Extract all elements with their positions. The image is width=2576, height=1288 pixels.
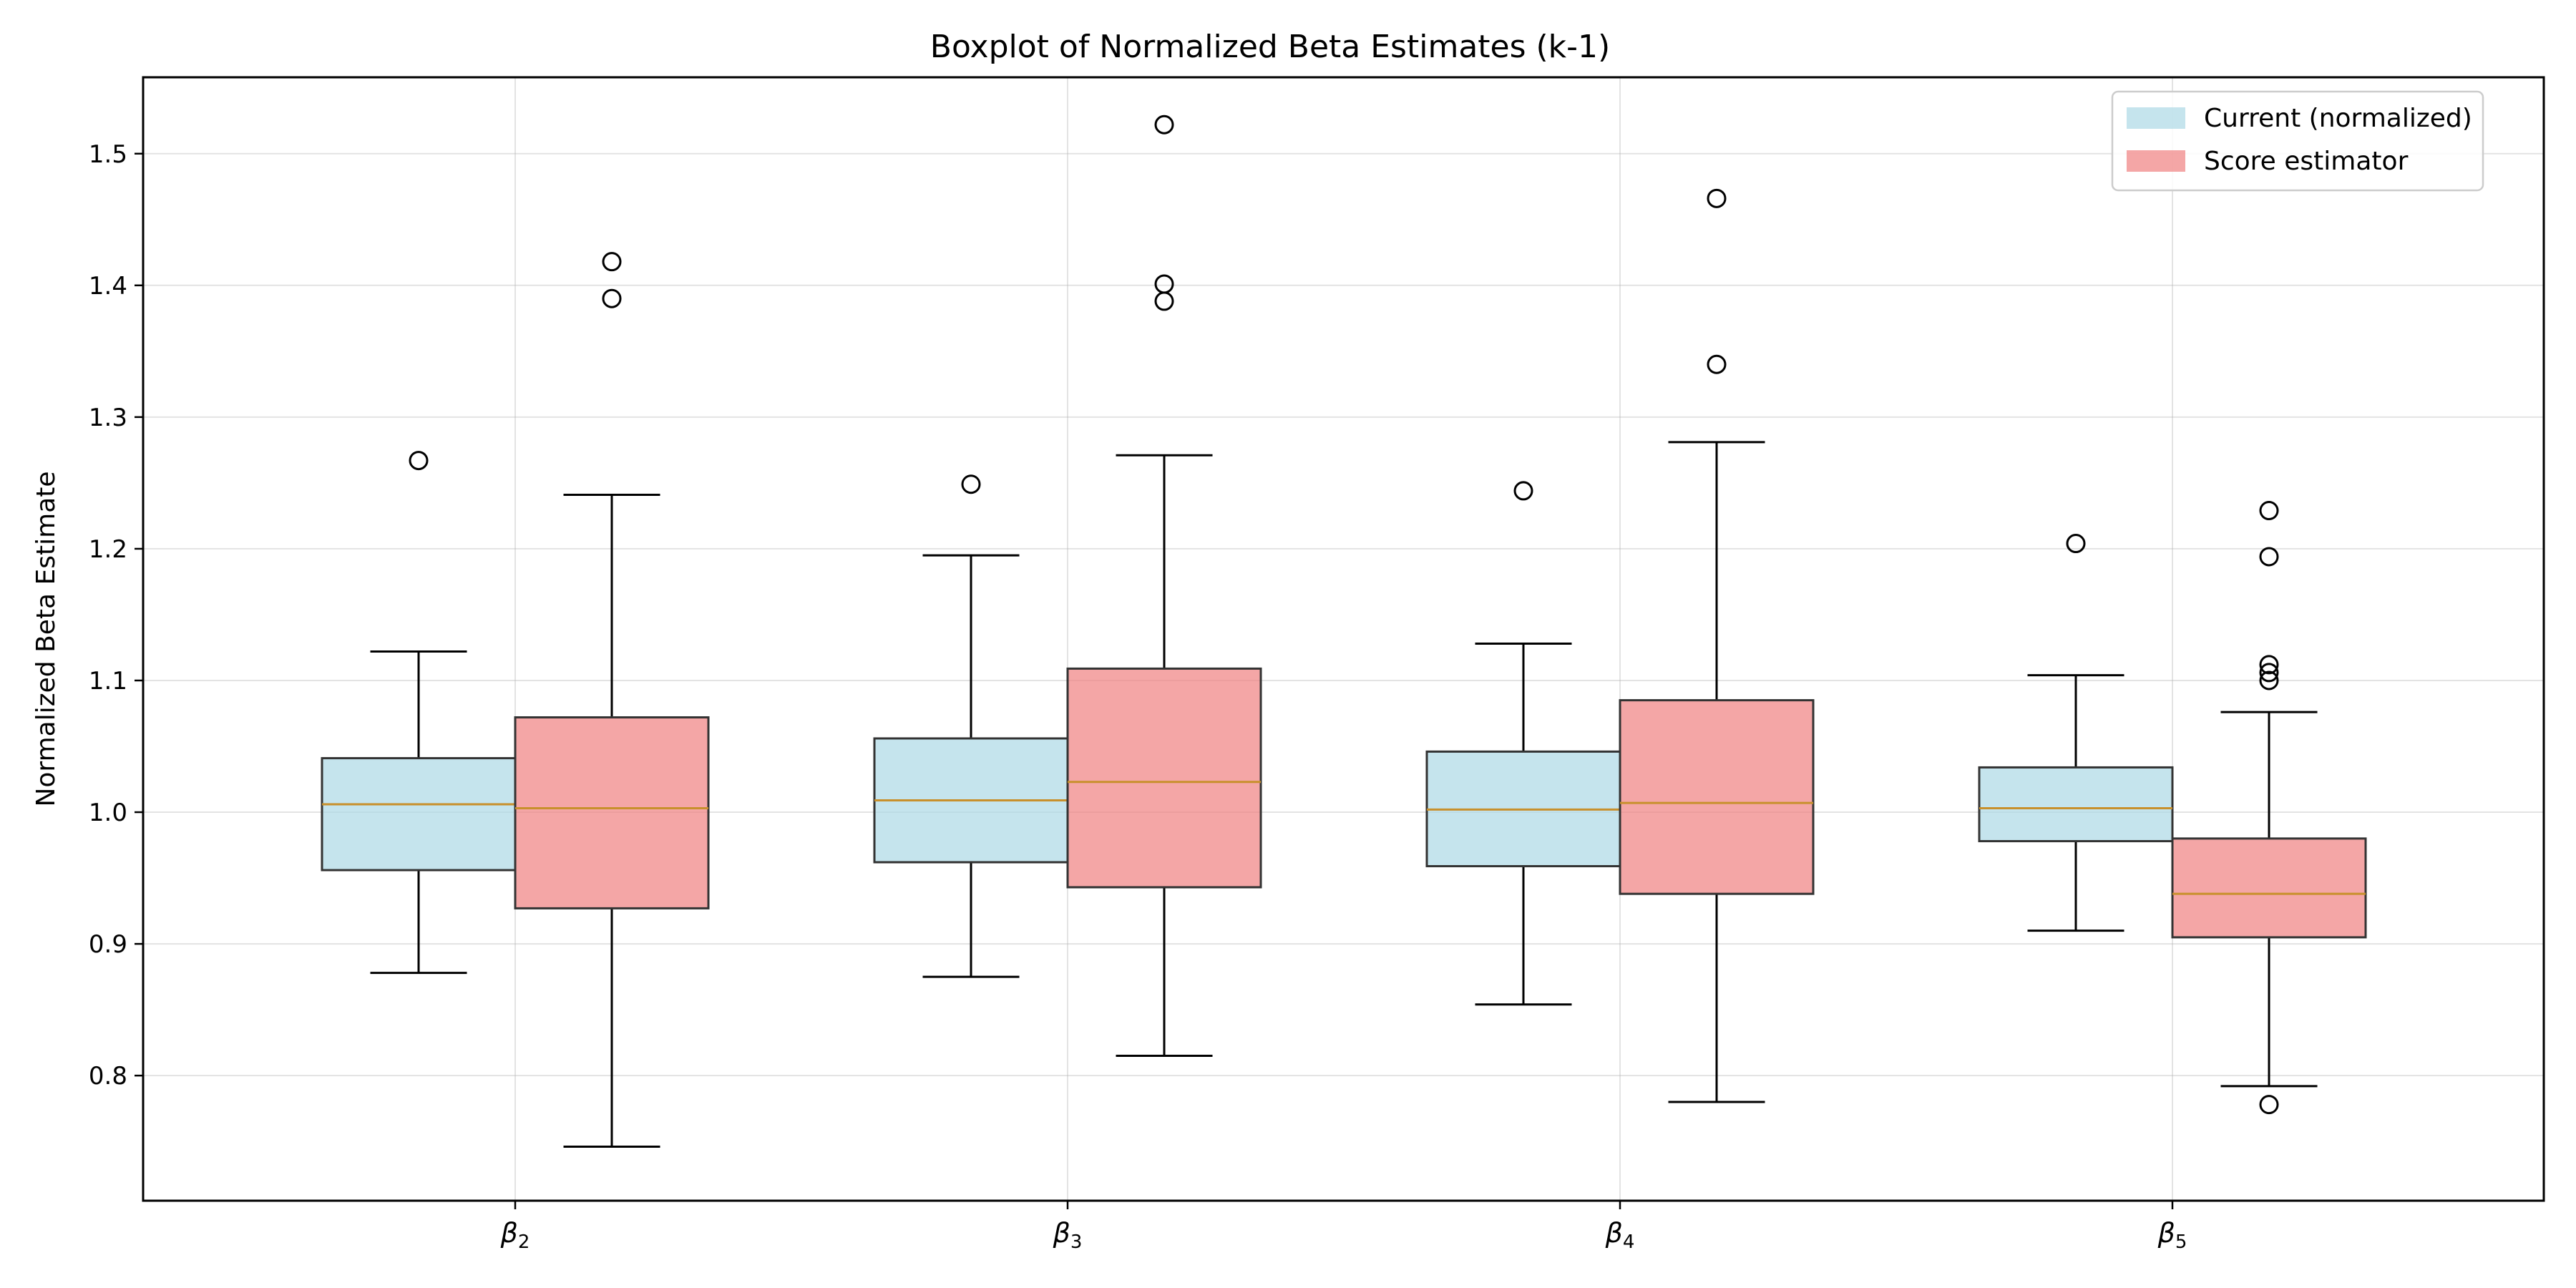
y-tick-label: 1.1 <box>89 667 127 696</box>
box-iqr <box>1619 699 1815 895</box>
y-tick-label: 1.2 <box>89 535 127 564</box>
outlier-point <box>961 474 981 494</box>
x-tick-label: β4 <box>1605 1217 1635 1253</box>
outlier-point <box>602 288 622 308</box>
outlier-point <box>1154 114 1174 135</box>
plot-frame <box>142 76 2545 1202</box>
outlier-point <box>2259 670 2279 691</box>
series-current <box>321 451 2174 1006</box>
x-tick-label-subscript: 3 <box>1070 1231 1083 1253</box>
outlier-point <box>1707 354 1727 374</box>
legend: Current (normalized) Score estimator <box>2111 90 2484 192</box>
chart-title: Boxplot of Normalized Beta Estimates (k-… <box>930 29 1610 65</box>
boxes <box>321 114 2367 1148</box>
x-tick-label: β3 <box>1053 1217 1083 1253</box>
outlier-point <box>1707 188 1727 208</box>
y-tick-label: 1.3 <box>89 404 127 432</box>
outlier-point <box>2259 655 2279 675</box>
y-axis: 0.8 0.9 1.0 1.1 1.2 1.3 1.4 1.5 <box>89 140 143 1091</box>
y-tick-label: 1.5 <box>89 140 127 169</box>
y-tick-label: 0.9 <box>89 930 127 959</box>
legend-label: Current (normalized) <box>2204 104 2472 133</box>
outlier-point <box>2259 547 2279 567</box>
grid <box>143 77 2544 1201</box>
legend-label: Score estimator <box>2204 147 2409 176</box>
outlier-point <box>1154 274 1174 294</box>
outlier-point <box>2259 1095 2279 1115</box>
y-tick-label: 1.4 <box>89 272 127 301</box>
outlier-point <box>1154 291 1174 311</box>
box-iqr <box>1978 766 2174 843</box>
x-tick-label: β2 <box>500 1217 530 1253</box>
x-tick-label-subscript: 2 <box>518 1231 530 1253</box>
x-tick-label-subscript: 5 <box>2175 1231 2187 1253</box>
y-axis-label: Normalized Beta Estimate <box>31 471 61 806</box>
outlier-point <box>2066 534 2086 554</box>
box-iqr <box>1066 667 1262 889</box>
legend-swatch <box>2127 107 2185 129</box>
outlier-point <box>409 451 429 471</box>
box-iqr <box>514 716 710 909</box>
box-iqr <box>2171 837 2367 939</box>
x-tick-label-subscript: 4 <box>1623 1231 1635 1253</box>
outlier-point <box>1513 481 1533 501</box>
outlier-point <box>2259 501 2279 521</box>
y-tick-label: 0.8 <box>89 1062 127 1091</box>
outlier-point <box>2259 663 2279 683</box>
legend-swatch <box>2127 150 2185 172</box>
x-axis: β2 β3 β4 β5 <box>500 1201 2187 1253</box>
y-tick-label: 1.0 <box>89 799 127 827</box>
legend-frame <box>2111 90 2484 192</box>
outlier-point <box>602 252 622 272</box>
series-score <box>514 114 2367 1148</box>
box-iqr <box>321 757 517 872</box>
x-tick-label: β5 <box>2157 1217 2187 1253</box>
